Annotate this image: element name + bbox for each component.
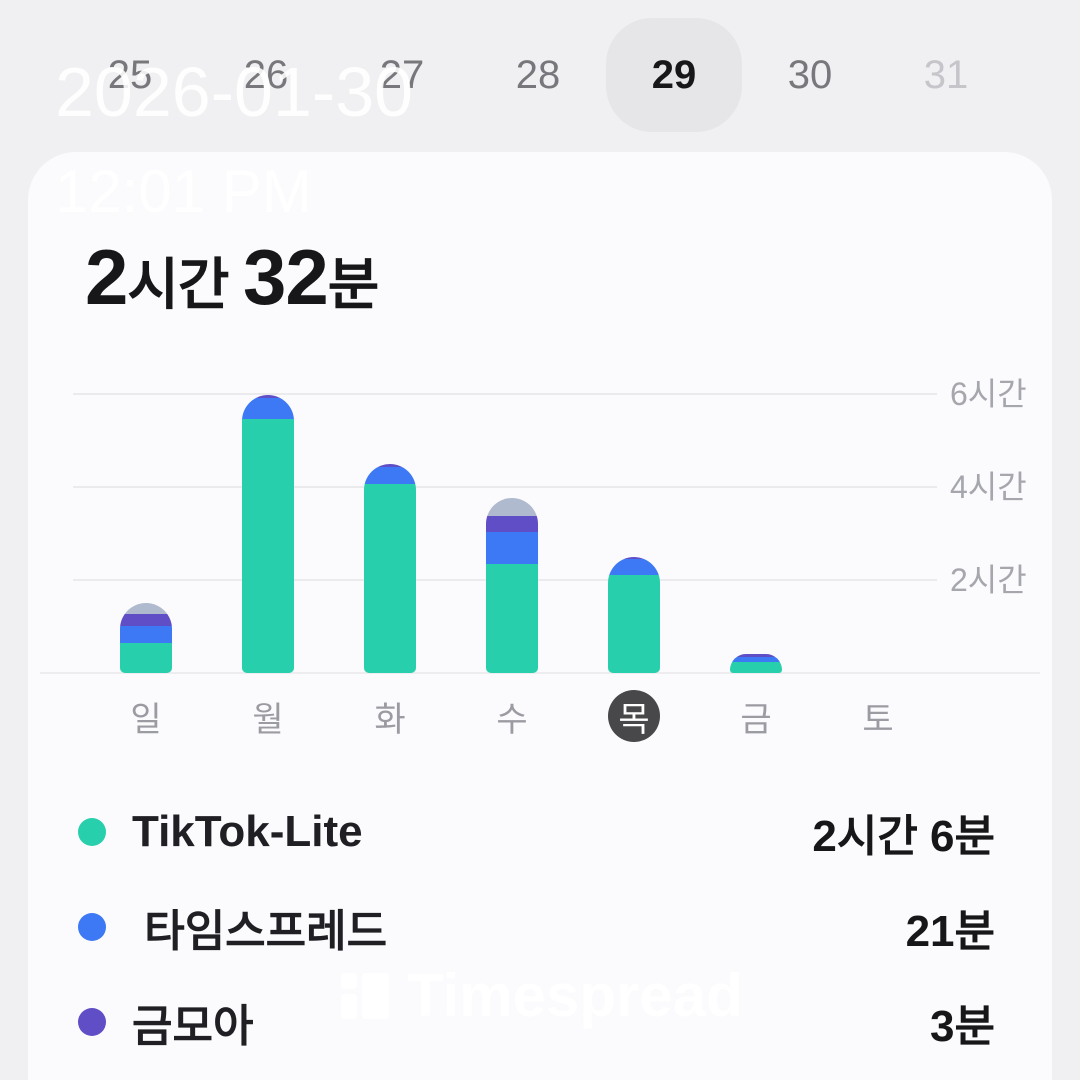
legend-app-name: 타임스프레드 (132, 907, 388, 956)
x-axis-baseline (40, 672, 1040, 674)
bar-segment-금모아 (364, 463, 416, 467)
total-hours: 2 (85, 233, 128, 321)
y-axis-tick-label: 2시간 (950, 562, 1027, 598)
day-label-금[interactable]: 금 (740, 700, 772, 739)
date-number: 28 (515, 52, 561, 97)
bar-segment-TikTok-Lite (364, 483, 416, 673)
date-number: 30 (787, 52, 833, 97)
usage-card (28, 152, 1052, 1080)
date-cell-30[interactable]: 30 (742, 7, 878, 143)
date-number: 29 (651, 52, 697, 97)
date-strip: 25 26 27 28 29 30 31 (62, 7, 1014, 143)
watermark: Timespread (341, 966, 743, 1026)
watermark-label: Timespread (407, 962, 743, 1029)
timespread-logo-icon (341, 973, 389, 1019)
bar-segment-타임스프레드 (120, 625, 172, 643)
bar-segment-타임스프레드 (608, 559, 660, 576)
bar-segment-금모아 (730, 654, 782, 657)
bar-segment-other (486, 497, 538, 516)
legend-row-3: 금모아 3분 (78, 992, 995, 1052)
date-cell-31[interactable]: 31 (878, 7, 1014, 143)
date-cell-26[interactable]: 26 (198, 7, 334, 143)
legend-color-dot (78, 1008, 106, 1036)
day-label-토[interactable]: 토 (862, 700, 894, 739)
bar-segment-TikTok-Lite (608, 575, 660, 673)
bar-segment-other (120, 603, 172, 615)
bar-segment-타임스프레드 (242, 397, 294, 419)
date-cell-28[interactable]: 28 (470, 7, 606, 143)
gridline-6h (73, 393, 937, 395)
date-cell-29[interactable]: 29 (606, 7, 742, 143)
usage-bar-목[interactable] (608, 556, 660, 673)
bar-segment-TikTok-Lite (120, 642, 172, 673)
bar-segment-금모아 (608, 556, 660, 560)
bar-segment-타임스프레드 (364, 466, 416, 484)
bar-segment-금모아 (486, 515, 538, 532)
day-label-수[interactable]: 수 (496, 700, 528, 739)
bar-segment-금모아 (242, 394, 294, 398)
date-number: 31 (923, 52, 969, 97)
bar-segment-TikTok-Lite (486, 563, 538, 673)
usage-bar-월[interactable] (242, 394, 294, 673)
day-label-목-selected[interactable]: 목 (608, 690, 660, 742)
legend-app-duration: 3분 (930, 1002, 995, 1051)
total-usage-title: 2시간 32분 (85, 238, 380, 316)
total-minutes-unit: 분 (327, 253, 380, 316)
bar-segment-타임스프레드 (486, 531, 538, 564)
day-label-화[interactable]: 화 (374, 700, 406, 739)
legend-app-duration: 2시간 6분 (812, 812, 995, 861)
selected-date-pill (606, 18, 742, 132)
bar-segment-타임스프레드 (730, 656, 782, 663)
date-cell-25[interactable]: 25 (62, 7, 198, 143)
legend-app-name: TikTok-Lite (132, 807, 363, 856)
bar-segment-TikTok-Lite (730, 662, 782, 673)
bar-segment-금모아 (120, 614, 172, 626)
y-axis-tick-label: 4시간 (950, 469, 1027, 505)
legend-row-1: TikTok-Lite 2시간 6분 (78, 802, 995, 862)
usage-bar-금[interactable] (730, 654, 782, 673)
y-axis-tick-label: 6시간 (950, 376, 1027, 412)
date-number: 25 (107, 52, 153, 97)
date-cell-27[interactable]: 27 (334, 7, 470, 143)
legend-row-2: 타임스프레드 21분 (78, 897, 995, 957)
usage-bar-화[interactable] (364, 463, 416, 673)
date-number: 27 (379, 52, 425, 97)
total-minutes: 32 (243, 233, 329, 321)
day-label-일[interactable]: 일 (130, 700, 162, 739)
legend-color-dot (78, 913, 106, 941)
legend-color-dot (78, 818, 106, 846)
overlay-time-stamp: 12:01 PM (55, 158, 312, 225)
usage-bar-수[interactable] (486, 497, 538, 673)
total-hours-unit: 시간 (127, 253, 243, 316)
day-label-월[interactable]: 월 (252, 700, 284, 739)
usage-bar-일[interactable] (120, 603, 172, 673)
bar-segment-TikTok-Lite (242, 418, 294, 673)
overlay-date-stamp: 2026-01-30 (55, 53, 414, 131)
legend-app-duration: 21분 (905, 907, 995, 956)
gridline-4h (73, 486, 937, 488)
legend-app-name: 금모아 (132, 1002, 254, 1051)
date-number: 26 (243, 52, 289, 97)
